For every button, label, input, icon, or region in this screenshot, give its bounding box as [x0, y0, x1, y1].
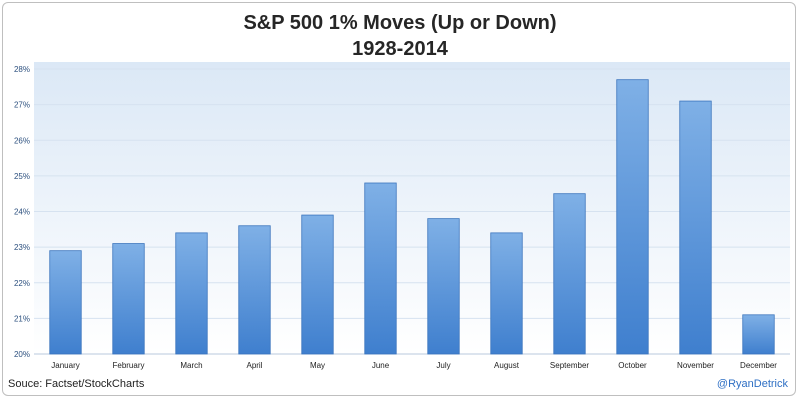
y-tick-label: 23% — [14, 243, 30, 252]
bar-may — [301, 214, 334, 355]
bar-august — [490, 232, 523, 355]
bars — [49, 79, 775, 355]
plot-area — [34, 62, 790, 354]
x-axis-ticks: January February March April May June July Augu… — [51, 361, 777, 370]
x-tick-label: August — [494, 361, 520, 370]
x-tick-label: November — [677, 361, 714, 370]
credit-handle: @RyanDetrick — [716, 378, 788, 390]
y-tick-label: 25% — [14, 172, 30, 181]
y-tick-label: 21% — [14, 314, 30, 323]
y-tick-label: 20% — [14, 350, 30, 359]
chart-title: S&P 500 1% Moves (Up or Down) — [243, 12, 557, 34]
bar-march — [175, 232, 208, 355]
bar-june — [364, 182, 397, 355]
gridlines — [34, 68, 790, 355]
x-tick-label: April — [246, 361, 262, 370]
bar-november — [679, 100, 712, 355]
bar-february — [112, 243, 145, 355]
x-tick-label: September — [550, 361, 589, 370]
y-axis-ticks: 20% 21% 22% 23% 24% 25% 26% 27% 28% — [14, 65, 30, 359]
y-tick-label: 22% — [14, 279, 30, 288]
y-tick-label: 27% — [14, 101, 30, 110]
x-tick-label: December — [740, 361, 777, 370]
bar-october — [616, 79, 649, 355]
bar-january — [49, 250, 82, 355]
source-note: Souce: Factset/StockCharts — [8, 378, 145, 390]
chart-subtitle: 1928-2014 — [352, 38, 448, 60]
x-tick-label: July — [436, 361, 450, 370]
y-tick-label: 28% — [14, 65, 30, 74]
x-tick-label: June — [372, 361, 390, 370]
x-tick-label: October — [618, 361, 647, 370]
bar-april — [238, 225, 271, 355]
bar-december — [742, 314, 775, 355]
bar-july — [427, 218, 460, 355]
x-tick-label: March — [180, 361, 202, 370]
x-tick-label: January — [51, 361, 79, 370]
bar-september — [553, 193, 586, 355]
y-tick-label: 26% — [14, 136, 30, 145]
y-tick-label: 24% — [14, 208, 30, 217]
x-tick-label: May — [310, 361, 325, 370]
x-tick-label: February — [112, 361, 144, 370]
